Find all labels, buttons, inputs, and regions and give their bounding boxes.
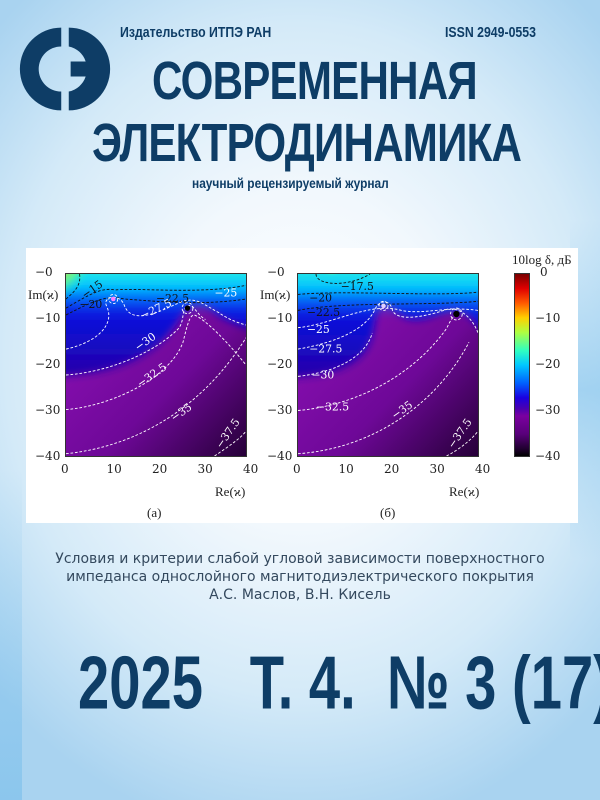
x-axis-label-a: Re(ϰ)	[215, 484, 245, 500]
x-axis-label-b: Re(ϰ)	[449, 484, 479, 500]
x-tick-label: 20	[384, 462, 399, 476]
x-tick-label: 0	[61, 462, 69, 476]
y-tick-label: −20	[35, 357, 60, 371]
publisher-text: Издательство ИТПЭ РАН	[120, 24, 271, 41]
title-line1-text: СОВРЕМЕННАЯ	[152, 50, 477, 112]
contour-label: −25	[215, 287, 238, 300]
pole-marker	[381, 304, 386, 309]
colorbar-tick-label: −30	[535, 403, 560, 417]
contour-label: −27.5	[309, 342, 342, 355]
article-title-line1: Условия и критерии слабой угловой зависи…	[0, 550, 600, 568]
panel-label-b: (б)	[380, 505, 395, 521]
pole-marker	[185, 305, 190, 310]
issn-text: ISSN 2949-0553	[445, 24, 536, 41]
x-tick-label: 10	[339, 462, 354, 476]
x-tick-label: 40	[475, 462, 490, 476]
contour-label: −30	[312, 369, 335, 382]
subtitle-text: научный рецензируемый журнал	[192, 175, 389, 191]
colorbar-tick-label: −20	[535, 357, 560, 371]
y-tick-label: −0	[267, 265, 285, 279]
contour-label: −32.5	[316, 400, 349, 413]
colorbar	[514, 273, 530, 457]
contour-label: −20	[80, 298, 103, 311]
issn: ISSN 2949-0553	[445, 24, 556, 41]
pole-marker	[111, 297, 116, 302]
x-tick-label: 20	[152, 462, 167, 476]
y-tick-label: −40	[267, 449, 292, 463]
journal-title-line1: СОВРЕМЕННАЯ	[152, 50, 569, 112]
y-tick-label: −10	[267, 311, 292, 325]
contour-label: −25	[307, 323, 330, 336]
featured-article: Условия и критерии слабой угловой зависи…	[0, 550, 600, 604]
heatmap-panel-a: −15 −20 −22.5 −25 −27.5 −30 −32.5 −35 −3…	[65, 273, 247, 457]
title-line2-text: ЭЛЕКТРОДИНАМИКА	[92, 112, 521, 174]
y-tick-label: −30	[35, 403, 60, 417]
issue-text: 2025 Т. 4. № 3 (17)	[78, 640, 600, 726]
contour-label: −22.5	[307, 306, 340, 319]
issue-info: 2025 Т. 4. № 3 (17)	[78, 640, 600, 722]
journal-logo	[18, 22, 112, 116]
article-title-line2: импеданса однослойного магнитодиэлектрич…	[0, 568, 600, 586]
colorbar-tick-label: −10	[535, 311, 560, 325]
publisher: Издательство ИТПЭ РАН	[120, 24, 305, 41]
article-authors: А.С. Маслов, В.Н. Кисель	[0, 586, 600, 604]
y-tick-label: −30	[267, 403, 292, 417]
heatmap-panel-b: −17.5 −20 −22.5 −25 −27.5 −30 −32.5 −35 …	[297, 273, 479, 457]
panel-label-a: (a)	[147, 505, 161, 521]
x-tick-label: 30	[198, 462, 213, 476]
journal-subtitle: научный рецензируемый журнал	[192, 175, 423, 191]
pole-marker	[453, 311, 459, 317]
y-axis-label-a: Im(ϰ)	[28, 287, 58, 303]
y-tick-label: −40	[35, 449, 60, 463]
y-tick-label: −20	[267, 357, 292, 371]
y-axis-label-b: Im(ϰ)	[260, 287, 290, 303]
journal-title-line2: ЭЛЕКТРОДИНАМИКА	[92, 112, 600, 174]
x-tick-label: 30	[430, 462, 445, 476]
y-tick-label: −10	[35, 311, 60, 325]
y-tick-label: −0	[35, 265, 53, 279]
x-tick-label: 40	[243, 462, 258, 476]
contour-label: −20	[309, 291, 332, 304]
x-tick-label: 0	[293, 462, 301, 476]
contour-label: −17.5	[341, 280, 374, 293]
x-tick-label: 10	[107, 462, 122, 476]
colorbar-tick-label: 0	[540, 265, 548, 279]
colorbar-tick-label: −40	[535, 449, 560, 463]
decor-stripe-left	[0, 470, 22, 800]
